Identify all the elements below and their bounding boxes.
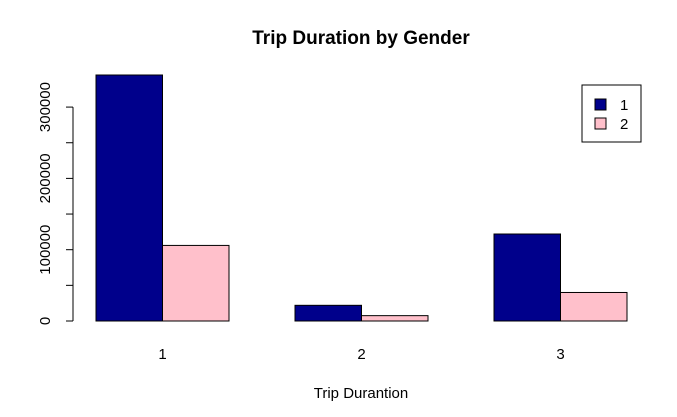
bar-series-2-category-2: [361, 315, 429, 322]
y-axis: 0 100000 200000 300000: [37, 82, 74, 325]
bar-series-1-category-1: [95, 74, 163, 322]
y-tick-label: 300000: [37, 82, 54, 132]
x-axis-label: Trip Durantion: [314, 385, 408, 402]
legend-swatch-2: [594, 117, 607, 130]
y-tick-label: 200000: [37, 153, 54, 203]
y-tick-label: 100000: [37, 225, 54, 275]
bar-series-1-category-3: [493, 233, 561, 322]
x-tick-label: 2: [357, 346, 365, 363]
legend: 12: [581, 84, 642, 143]
bar-series-2-category-1: [162, 244, 230, 322]
legend-box: [581, 84, 642, 143]
legend-label-1: 1: [620, 97, 628, 114]
legend-swatch-1: [594, 98, 607, 111]
y-tick-label: 0: [37, 317, 54, 325]
x-axis: 1 2 3: [158, 346, 564, 363]
legend-label-2: 2: [620, 116, 628, 133]
bars-layer: [95, 74, 628, 322]
bar-series-2-category-3: [560, 291, 628, 322]
bar-series-1-category-2: [294, 304, 362, 322]
x-tick-label: 3: [556, 346, 564, 363]
chart-title: Trip Duration by Gender: [252, 28, 470, 49]
x-tick-label: 1: [158, 346, 166, 363]
